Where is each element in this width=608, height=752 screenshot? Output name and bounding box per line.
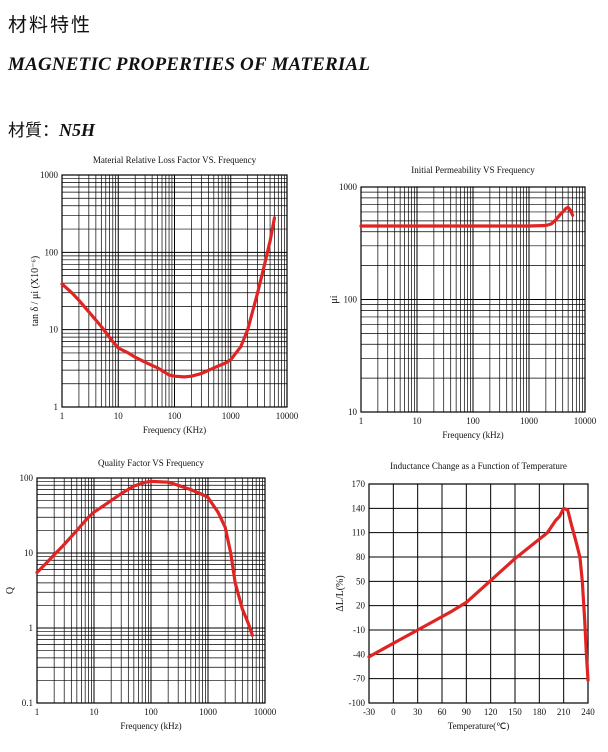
- x-tick-label: 10000: [254, 707, 277, 717]
- x-tick-label: 1000: [199, 707, 218, 717]
- x-tick-label: 1: [35, 707, 40, 717]
- y-tick-label: -40: [353, 649, 365, 659]
- y-axis-label: ΔL/L(%): [335, 575, 346, 611]
- x-tick-label: 1: [60, 411, 65, 421]
- chart-title: Inductance Change as a Function of Tempe…: [390, 461, 567, 471]
- y-axis-label: tan δ / μi (X10⁻⁶): [30, 256, 41, 327]
- y-tick-label: 100: [45, 247, 59, 257]
- y-tick-label: 0.1: [22, 698, 33, 708]
- x-tick-label: 10000: [276, 411, 299, 421]
- x-axis-label: Frequency (kHz): [442, 430, 503, 440]
- title-chinese: 材料特性: [8, 14, 93, 36]
- x-axis-label: Temperature(℃): [448, 721, 509, 731]
- x-tick-label: 1000: [222, 411, 241, 421]
- y-tick-label: 1000: [40, 170, 59, 180]
- plot-frame: [36, 477, 266, 704]
- y-tick-label: 170: [352, 479, 366, 489]
- y-tick-label: 20: [356, 601, 366, 611]
- x-tick-label: 1000: [520, 416, 539, 426]
- y-tick-label: 1: [54, 402, 59, 412]
- x-tick-label: 180: [533, 707, 547, 717]
- x-tick-label: 1: [359, 416, 364, 426]
- x-tick-label: 30: [413, 707, 423, 717]
- title-english: MAGNETIC PROPERTIES OF MATERIAL: [8, 54, 371, 75]
- x-tick-label: 10: [90, 707, 100, 717]
- x-axis-label: Frequency (kHz): [120, 721, 181, 731]
- y-tick-label: -100: [349, 698, 366, 708]
- y-axis-label: μi: [329, 295, 340, 303]
- series-line: [359, 205, 575, 228]
- x-tick-label: 100: [466, 416, 480, 426]
- x-tick-label: 60: [438, 707, 448, 717]
- y-tick-label: 140: [352, 503, 366, 513]
- x-tick-label: 120: [484, 707, 498, 717]
- y-tick-label: 10: [348, 407, 358, 417]
- x-tick-label: 240: [581, 707, 595, 717]
- series-line: [60, 216, 277, 379]
- chart-title: Material Relative Loss Factor VS. Freque…: [93, 155, 257, 165]
- series-line: [35, 479, 254, 637]
- x-tick-label: 100: [168, 411, 182, 421]
- series-line: [367, 506, 590, 682]
- x-tick-label: -30: [363, 707, 375, 717]
- x-tick-label: 10000: [574, 416, 597, 426]
- plot-frame: [360, 186, 586, 413]
- y-tick-label: 100: [20, 473, 34, 483]
- y-tick-label: 1000: [339, 182, 358, 192]
- y-tick-label: 10: [49, 325, 59, 335]
- x-tick-label: 150: [508, 707, 522, 717]
- material-code: N5H: [59, 120, 95, 140]
- x-tick-label: 0: [391, 707, 396, 717]
- y-axis-label: Q: [5, 586, 16, 594]
- x-tick-label: 10: [114, 411, 124, 421]
- x-axis-label: Frequency (KHz): [143, 425, 206, 435]
- material-label: 材質：: [8, 121, 59, 141]
- x-tick-label: 100: [144, 707, 158, 717]
- x-tick-label: 210: [557, 707, 571, 717]
- chart-title: Initial Permeability VS Frequency: [411, 165, 535, 175]
- y-tick-label: 80: [356, 552, 366, 562]
- material-line: 材質：N5H: [8, 116, 95, 141]
- y-tick-label: -70: [353, 674, 365, 684]
- y-tick-label: 10: [24, 548, 34, 558]
- y-tick-label: 110: [352, 528, 366, 538]
- y-tick-label: 1: [29, 623, 34, 633]
- y-tick-label: 100: [344, 295, 358, 305]
- x-tick-label: 10: [413, 416, 423, 426]
- y-tick-label: 50: [356, 576, 366, 586]
- plot-frame: [61, 174, 288, 408]
- plot-frame: [368, 483, 589, 704]
- x-tick-label: 90: [462, 707, 472, 717]
- y-tick-label: -10: [353, 625, 365, 635]
- chart-title: Quality Factor VS Frequency: [98, 458, 205, 468]
